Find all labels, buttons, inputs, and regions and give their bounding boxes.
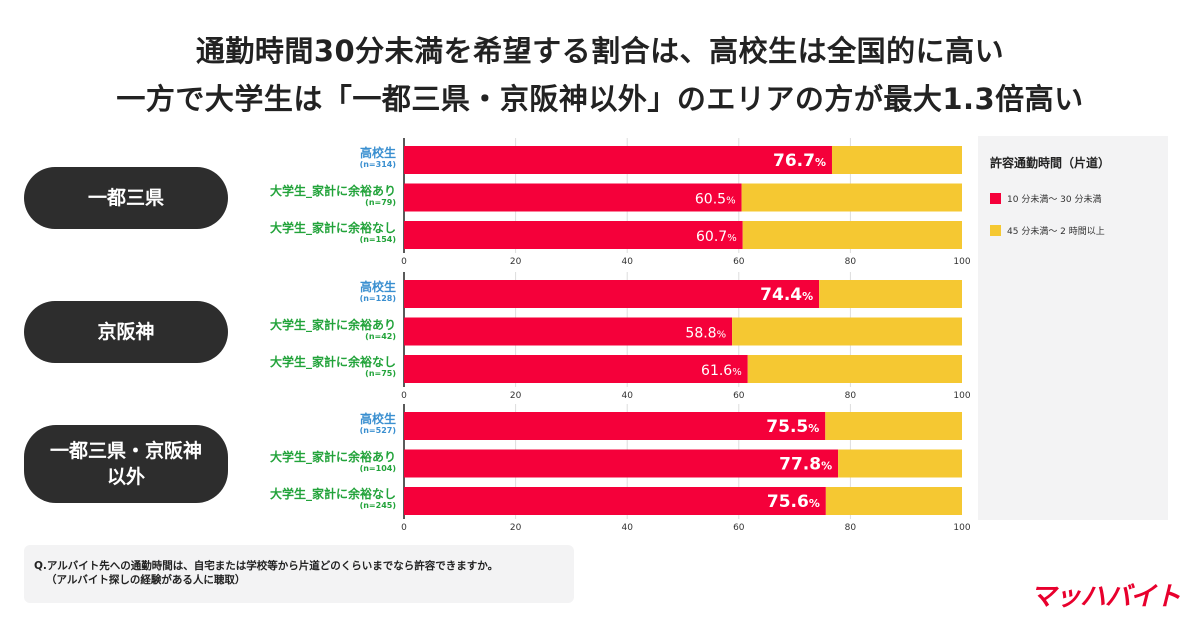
x-tick-label: 60 [733,257,745,267]
bar-short [404,146,832,174]
row-label: 大学生_家計に余裕なし (n=75) [269,355,396,379]
bar-long [819,280,962,308]
legend-title: 許容通勤時間（片道） [990,156,1111,170]
row-label: 大学生_家計に余裕あり (n=104) [269,449,396,473]
row-label: 高校生 (n=527) [359,412,396,436]
bar-short [404,221,743,249]
bar-long [732,317,962,346]
legend-item-short: 10 分未満〜 30 分未満 [990,192,1102,205]
data-label: 74.4% [760,285,813,305]
bar-short [404,183,742,212]
survey-question: Q.アルバイト先への通勤時間は、自宅または学校等から片道どのくらいまでなら許容で… [24,545,574,603]
legend-item-long: 45 分未満〜 2 時間以上 [990,224,1105,237]
x-tick-label: 100 [953,257,970,267]
title-line-1: 通勤時間30分未満を希望する割合は、高校生は全国的に高い [195,34,1005,68]
legend-label: 45 分未満〜 2 時間以上 [1007,227,1105,237]
data-label: 77.8% [779,455,832,475]
logo: マッハバイト [1029,582,1181,612]
legend: 許容通勤時間（片道） 10 分未満〜 30 分未満 45 分未満〜 2 時間以上 [978,136,1168,520]
question-note: （アルバイト探しの経験がある人に聴取） [46,574,246,586]
legend-swatch [990,225,1001,236]
data-label: 75.6% [767,492,820,512]
bar-long [741,183,962,212]
group-label: 一都三県 [24,166,228,229]
bar-short [404,317,733,346]
bar-short [404,280,820,308]
row-label: 大学生_家計に余裕あり (n=79) [269,183,396,207]
legend-label: 10 分未満〜 30 分未満 [1007,195,1102,205]
title-line-2: 一方で大学生は「一都三県・京阪神以外」のエリアの方が最大1.3倍高い [116,82,1084,116]
bar-long [825,487,962,515]
row-label: 大学生_家計に余裕なし (n=154) [269,221,396,245]
data-label: 58.8% [685,326,726,342]
data-label: 60.5% [695,192,736,208]
group-label: 京阪神 [24,300,228,363]
x-tick-label: 60 [733,523,745,533]
bar-long [825,412,962,440]
x-tick-label: 80 [845,257,857,267]
x-tick-label: 20 [510,391,522,401]
x-tick-label: 40 [621,391,633,401]
x-tick-label: 100 [953,391,970,401]
x-tick-label: 40 [621,257,633,267]
bar-long [742,221,962,249]
x-tick-label: 0 [401,257,407,267]
bar-short [404,412,826,440]
row-label: 高校生 (n=314) [359,146,396,170]
x-tick-label: 80 [845,523,857,533]
x-tick-label: 0 [401,523,407,533]
x-tick-label: 0 [401,391,407,401]
bar-long [831,146,962,174]
data-label: 61.6% [701,363,742,379]
x-tick-label: 100 [953,523,970,533]
bar-short [404,449,839,478]
group-label: 一都三県・京阪神 以外 [24,424,228,503]
bar-short [404,355,748,383]
row-label: 大学生_家計に余裕あり (n=42) [269,317,396,341]
data-label: 75.5% [766,417,819,437]
question-text: Q.アルバイト先への通勤時間は、自宅または学校等から片道どのくらいまでなら許容で… [34,560,499,572]
x-tick-label: 80 [845,391,857,401]
x-tick-label: 20 [510,523,522,533]
bar-long [838,449,962,478]
legend-swatch [990,193,1001,204]
data-label: 76.7% [773,151,826,171]
row-label: 高校生 (n=128) [359,280,396,304]
data-label: 60.7% [696,229,737,245]
x-tick-label: 60 [733,391,745,401]
row-label: 大学生_家計に余裕なし (n=245) [269,487,396,511]
x-tick-label: 40 [621,523,633,533]
x-tick-label: 20 [510,257,522,267]
bar-short [404,487,826,515]
bar-long [747,355,962,383]
